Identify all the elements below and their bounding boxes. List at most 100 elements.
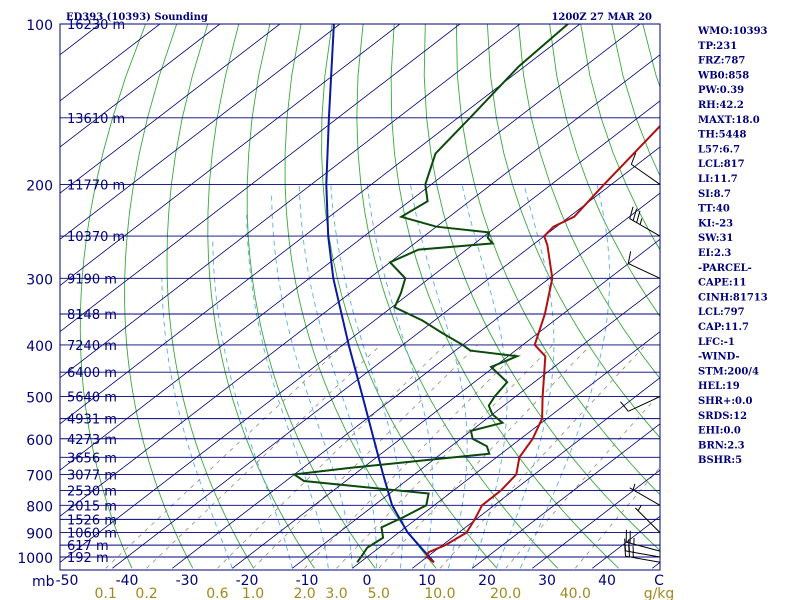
isotherm [60, 24, 641, 471]
height-label: 13610 m [67, 112, 125, 127]
wind-barb-staff [631, 163, 661, 185]
index-entry: -WIND- [698, 352, 740, 363]
pressure-tick-label: 900 [26, 527, 53, 543]
isotherm [60, 54, 660, 517]
wind-barb-staff [625, 550, 661, 558]
height-label: 192 m [67, 551, 109, 566]
index-entry: SW:31 [698, 233, 733, 244]
index-entry: SI:8.7 [698, 189, 731, 200]
dry-adiabat [207, 24, 315, 569]
mixing-ratio-tick-label: g/kg [644, 586, 675, 600]
wind-barb-flag [620, 401, 629, 412]
mixing-ratio-tick-label: 20.0 [490, 586, 521, 600]
mixing-ratio-line [574, 466, 660, 569]
index-entry: KI:-23 [698, 218, 733, 229]
temperature-tick-label: -10 [296, 573, 319, 589]
index-entry: WMO:10393 [697, 26, 768, 37]
isotherm [172, 192, 660, 569]
mixing-ratio-line [252, 344, 478, 569]
index-entry: WB0:858 [697, 70, 749, 81]
index-entry: FRZ:787 [698, 56, 745, 67]
index-entry: BRN:2.3 [698, 440, 745, 451]
temperature-tick-label: 30 [538, 573, 556, 589]
wind-barb-staff [626, 541, 661, 552]
mixing-ratio-line [378, 344, 592, 569]
sounding-profiles [291, 24, 660, 564]
temperature-tick-label: -40 [116, 573, 139, 589]
mixing-ratio-tick-label: 0.2 [135, 586, 157, 600]
moist-adiabat [519, 184, 611, 569]
index-entry: STM:200/4 [698, 366, 759, 377]
moist-adiabat [330, 184, 404, 569]
temperature-tick-label: -20 [236, 573, 259, 589]
height-label: 2015 m [67, 499, 117, 514]
isotherm [60, 24, 281, 194]
temperature-tick-label: 20 [478, 573, 496, 589]
index-entry: -PARCEL- [698, 263, 752, 274]
dry-adiabat [321, 24, 498, 569]
index-entry: TH:5448 [698, 130, 746, 141]
mixing-ratio-line [336, 344, 554, 569]
height-label: 617 m [67, 539, 109, 554]
dry-adiabat [518, 24, 660, 380]
isotherm [292, 284, 660, 569]
dry-adiabat [549, 24, 660, 318]
index-entry: HEL:19 [698, 381, 740, 392]
wind-barbs [620, 152, 661, 563]
temperature-tick-label: 0 [363, 573, 372, 589]
temperature-tick-label: 10 [418, 573, 436, 589]
mixing-ratio-line [304, 344, 525, 569]
pressure-tick-label: 700 [26, 468, 53, 484]
moist-adiabat [298, 184, 377, 569]
wind-barb-flag [624, 538, 627, 551]
isotherm [60, 100, 660, 563]
wind-barb-flag [628, 539, 630, 552]
pressure-tick-label: 800 [26, 499, 53, 515]
wind-barb [630, 152, 661, 185]
mixing-ratio-line [105, 344, 344, 569]
dry-adiabat [79, 24, 147, 569]
index-entry: TT:40 [698, 204, 730, 215]
mixing-ratio-line [146, 344, 381, 569]
mixing-ratio-tick-label: 10.0 [424, 586, 455, 600]
height-label: 1526 m [67, 513, 117, 528]
wind-barb-staff [628, 263, 661, 279]
index-entry: LCL:817 [698, 159, 745, 170]
index-entry: BSHR:5 [698, 455, 742, 466]
isotherm [60, 24, 221, 148]
temperature-tick-label: -30 [176, 573, 199, 589]
mixing-ratio-tick-label: 5.0 [368, 586, 390, 600]
pressure-tick-label: 1000 [17, 551, 53, 567]
temperature-tick-label: -50 [56, 573, 79, 589]
wind-barb [629, 483, 661, 506]
temperature-tick-label: C [654, 573, 664, 589]
mixing-ratio-tick-label: 3.0 [325, 586, 347, 600]
index-entry: L57:6.7 [698, 144, 740, 155]
parcel-line [325, 24, 435, 563]
index-entry: SRDS:12 [698, 411, 747, 422]
isotherm [472, 423, 660, 569]
index-entry: LCL:797 [698, 307, 745, 318]
height-label: 6400 m [67, 366, 117, 381]
isotherm [60, 24, 401, 286]
index-entry: PW:0.39 [698, 85, 744, 96]
height-label: 2530 m [67, 484, 117, 499]
isotherm [532, 469, 660, 569]
height-label: 16230 m [67, 18, 125, 33]
moist-adiabat [495, 184, 555, 569]
isotherm [412, 377, 660, 569]
wind-barb-staff [628, 396, 661, 412]
dry-adiabat [166, 24, 254, 569]
wind-barb-half-flag [637, 505, 642, 511]
wind-barb-flag [632, 208, 638, 221]
isotherm [60, 24, 581, 425]
height-label: 4931 m [67, 413, 117, 428]
temperature-tick-label: 40 [598, 573, 616, 589]
temperature-line [425, 124, 660, 564]
wind-barb [620, 396, 661, 412]
moist-adiabat [461, 184, 508, 569]
index-entry: LI:11.7 [698, 174, 738, 185]
wind-barb-flag [630, 152, 637, 165]
isotherm [232, 238, 660, 569]
